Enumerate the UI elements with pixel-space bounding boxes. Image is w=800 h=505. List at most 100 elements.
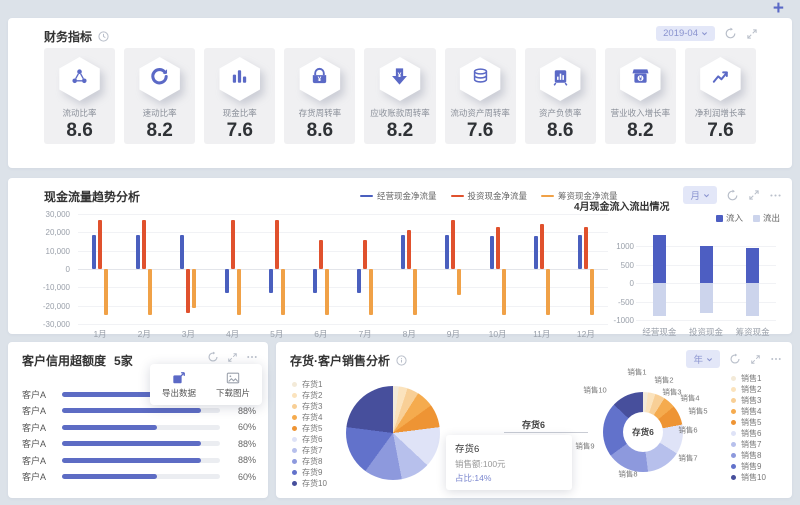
progress-track[interactable] [62, 408, 220, 414]
legend-item[interactable]: 销售7 [731, 439, 766, 450]
expand-icon[interactable] [746, 28, 758, 40]
trend-bar[interactable] [180, 235, 185, 269]
legend-item[interactable]: 经营现金净流量 [360, 190, 437, 202]
trend-bar[interactable] [533, 236, 538, 269]
kpi-card[interactable]: 现金比率 7.6 [204, 48, 276, 144]
trend-bar[interactable] [589, 269, 594, 315]
legend-item[interactable]: 存货9 [292, 467, 327, 478]
trend-bar[interactable] [545, 269, 550, 315]
legend-item[interactable]: 流出 [752, 212, 780, 224]
trend-bar[interactable] [104, 269, 109, 315]
stacked-bar[interactable] [652, 228, 666, 320]
expand-icon[interactable] [227, 352, 238, 363]
trend-bar[interactable] [363, 239, 368, 269]
export-data-item[interactable]: 导出数据 [152, 371, 206, 399]
trend-bar[interactable] [401, 235, 406, 269]
kpi-card[interactable]: ¥ 应收账款周转率 8.2 [364, 48, 436, 144]
legend-item[interactable]: 存货8 [292, 456, 327, 467]
refresh-icon[interactable] [724, 27, 737, 40]
cashflow-period-select[interactable]: 月 [683, 186, 717, 204]
legend-item[interactable]: 存货3 [292, 401, 327, 412]
trend-bar[interactable] [280, 269, 285, 315]
legend-item[interactable]: 销售10 [731, 472, 766, 483]
kpi-card[interactable]: ¥ 存货周转率 8.6 [284, 48, 356, 144]
finance-period-select[interactable]: 2019-04 [656, 26, 715, 41]
refresh-icon[interactable] [207, 351, 219, 363]
legend-item[interactable]: 销售6 [731, 428, 766, 439]
trend-bar[interactable] [407, 229, 412, 269]
trend-bar[interactable] [451, 219, 456, 269]
legend-item[interactable]: 销售5 [731, 417, 766, 428]
legend-dot-icon [731, 453, 736, 458]
trend-bar[interactable] [186, 269, 191, 313]
progress-track[interactable] [62, 474, 220, 480]
legend-item[interactable]: 投资现金净流量 [450, 190, 527, 202]
trend-bar[interactable] [583, 226, 588, 269]
legend-item[interactable]: 销售4 [731, 406, 766, 417]
trend-bar[interactable] [136, 235, 141, 269]
trend-bar[interactable] [324, 269, 329, 315]
trend-bar[interactable] [142, 219, 147, 269]
download-image-item[interactable]: 下载图片 [206, 371, 260, 399]
sales-period-select[interactable]: 年 [686, 350, 720, 368]
trend-bar[interactable] [230, 219, 235, 269]
trend-bar[interactable] [445, 235, 450, 269]
refresh-icon[interactable] [726, 189, 739, 202]
trend-bar[interactable] [457, 269, 462, 295]
expand-icon[interactable] [748, 189, 760, 201]
more-icon[interactable] [246, 351, 258, 363]
stacked-bar[interactable] [699, 228, 713, 320]
trend-bar[interactable] [224, 269, 229, 293]
trend-bar[interactable] [577, 235, 582, 269]
legend-item[interactable]: 流入 [715, 212, 743, 224]
legend-item[interactable]: 销售9 [731, 461, 766, 472]
trend-bar[interactable] [98, 219, 103, 269]
trend-bar[interactable] [318, 239, 323, 269]
add-widget-button[interactable]: + [772, 0, 784, 19]
trend-bar[interactable] [539, 224, 544, 269]
kpi-card[interactable]: 流动比率 8.6 [44, 48, 116, 144]
legend-item[interactable]: 销售2 [731, 384, 766, 395]
sales-donut[interactable]: 存货6 [603, 392, 683, 472]
expand-icon[interactable] [750, 354, 761, 365]
legend-item[interactable]: 存货7 [292, 445, 327, 456]
refresh-icon[interactable] [729, 353, 741, 365]
kpi-card[interactable]: 资产负债率 8.6 [524, 48, 596, 144]
donut-callout-label: 销售8 [618, 469, 638, 479]
legend-item[interactable]: 存货4 [292, 412, 327, 423]
more-icon[interactable] [770, 353, 782, 365]
trend-bar[interactable] [192, 269, 197, 308]
trend-bar[interactable] [495, 226, 500, 269]
legend-item[interactable]: 存货5 [292, 423, 327, 434]
legend-item[interactable]: 存货10 [292, 478, 327, 489]
progress-track[interactable] [62, 424, 220, 430]
kpi-card[interactable]: ¥ 营业收入增长率 8.2 [604, 48, 676, 144]
trend-bar[interactable] [148, 269, 153, 315]
legend-item[interactable]: 筹资现金净流量 [541, 190, 618, 202]
kpi-card[interactable]: 速动比率 8.2 [124, 48, 196, 144]
progress-track[interactable] [62, 441, 220, 447]
trend-bar[interactable] [92, 235, 97, 269]
legend-item[interactable]: 存货6 [292, 434, 327, 445]
trend-bar[interactable] [268, 269, 273, 293]
legend-item[interactable]: 存货2 [292, 390, 327, 401]
kpi-card[interactable]: 流动资产周转率 7.6 [444, 48, 516, 144]
inventory-pie[interactable] [346, 386, 440, 480]
progress-track[interactable] [62, 457, 220, 463]
legend-item[interactable]: 存货1 [292, 379, 327, 390]
trend-bar[interactable] [357, 269, 362, 293]
trend-bar[interactable] [413, 269, 418, 315]
trend-bar[interactable] [236, 269, 241, 315]
legend-item[interactable]: 销售8 [731, 450, 766, 461]
more-icon[interactable] [769, 189, 782, 202]
trend-bar[interactable] [274, 219, 279, 269]
stacked-bar[interactable] [746, 228, 760, 320]
trend-bar[interactable] [489, 236, 494, 269]
trend-bar[interactable] [501, 269, 506, 315]
legend-item[interactable]: 销售3 [731, 395, 766, 406]
trend-bar[interactable] [369, 269, 374, 315]
progress-track[interactable] [62, 391, 220, 397]
legend-item[interactable]: 销售1 [731, 373, 766, 384]
trend-bar[interactable] [312, 269, 317, 293]
kpi-card[interactable]: 净利润增长率 7.6 [684, 48, 756, 144]
